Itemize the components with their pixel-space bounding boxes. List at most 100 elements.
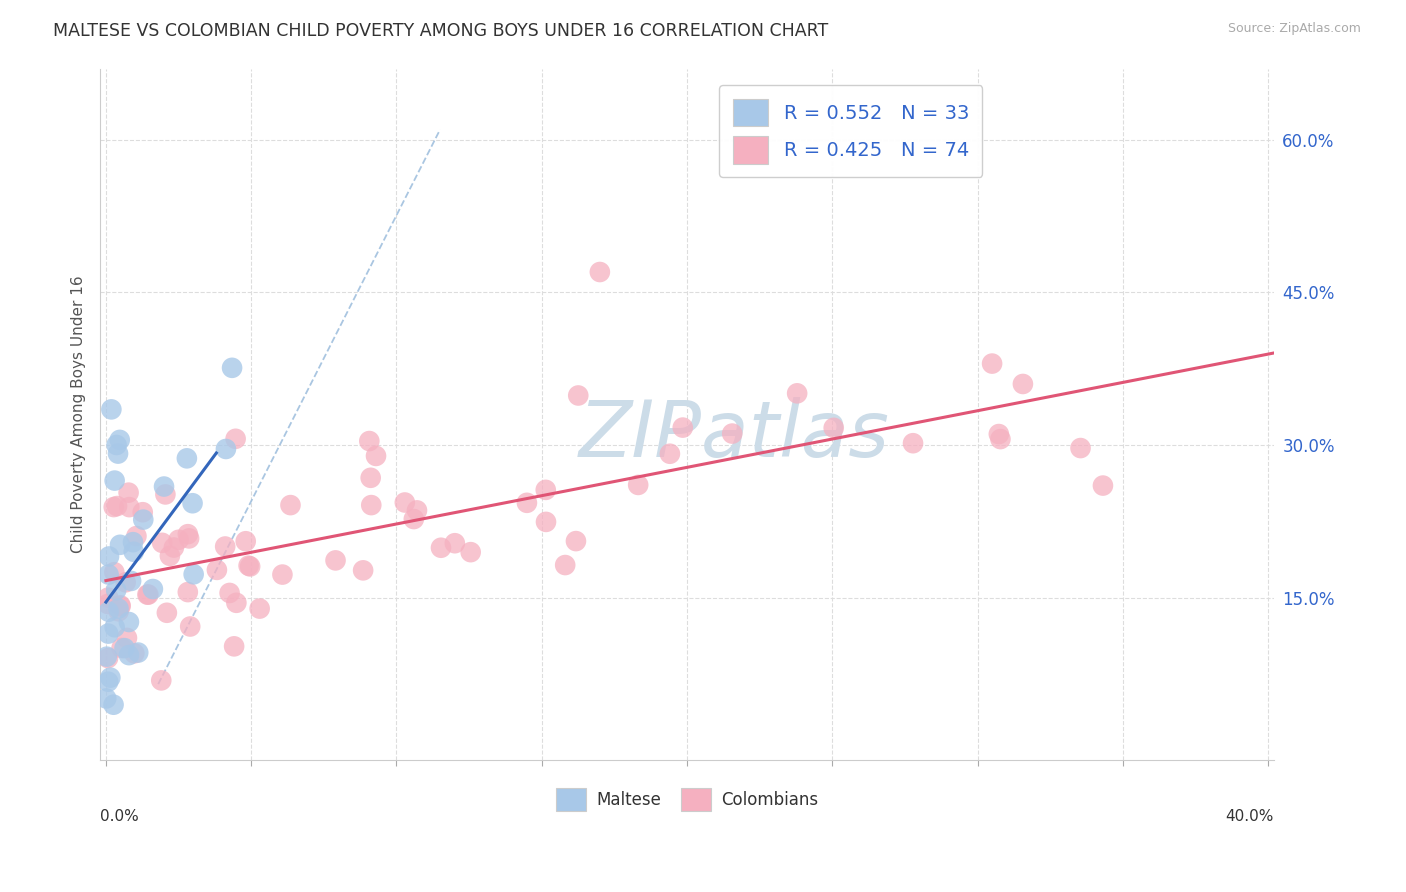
Point <box>167 533 190 547</box>
Point <box>105 499 128 513</box>
Point <box>120 574 142 588</box>
Point <box>97 567 120 582</box>
Point <box>394 495 416 509</box>
Point <box>115 631 138 645</box>
Point <box>107 604 129 618</box>
Point <box>153 479 176 493</box>
Point <box>163 541 186 555</box>
Point <box>364 449 387 463</box>
Point <box>280 498 302 512</box>
Point <box>235 534 257 549</box>
Point <box>352 563 374 577</box>
Point <box>218 586 240 600</box>
Point <box>221 360 243 375</box>
Point <box>136 588 159 602</box>
Point <box>138 588 160 602</box>
Point <box>125 529 148 543</box>
Point <box>104 620 127 634</box>
Point <box>721 426 744 441</box>
Point <box>97 597 120 611</box>
Text: 0.0%: 0.0% <box>100 809 139 824</box>
Point <box>183 567 205 582</box>
Point <box>100 402 122 417</box>
Point <box>105 438 128 452</box>
Point <box>96 649 118 664</box>
Point <box>179 619 201 633</box>
Point <box>177 527 200 541</box>
Point <box>114 641 136 656</box>
Point <box>359 434 381 448</box>
Point <box>627 478 650 492</box>
Point <box>225 432 247 446</box>
Point <box>118 648 141 662</box>
Point <box>110 599 132 614</box>
Point <box>360 471 382 485</box>
Text: Source: ZipAtlas.com: Source: ZipAtlas.com <box>1227 22 1361 36</box>
Point <box>901 436 924 450</box>
Point <box>98 671 121 685</box>
Point <box>444 536 467 550</box>
Point <box>360 498 382 512</box>
Point <box>96 691 118 706</box>
Legend: Maltese, Colombians: Maltese, Colombians <box>546 778 828 822</box>
Point <box>110 599 132 613</box>
Point <box>567 388 589 402</box>
Point <box>132 505 155 519</box>
Point <box>534 483 557 497</box>
Point <box>97 605 120 619</box>
Point <box>132 513 155 527</box>
Point <box>155 487 177 501</box>
Point <box>271 567 294 582</box>
Point <box>176 451 198 466</box>
Point <box>108 433 131 447</box>
Point <box>159 549 181 563</box>
Y-axis label: Child Poverty Among Boys Under 16: Child Poverty Among Boys Under 16 <box>72 276 86 553</box>
Point <box>238 558 260 573</box>
Point <box>117 485 139 500</box>
Point <box>672 420 695 434</box>
Point <box>205 563 228 577</box>
Point <box>823 421 845 435</box>
Point <box>1091 478 1114 492</box>
Point <box>565 534 588 549</box>
Point <box>98 549 121 564</box>
Point <box>516 496 538 510</box>
Point <box>214 540 236 554</box>
Point <box>97 591 120 605</box>
Point <box>181 496 204 510</box>
Point <box>118 615 141 629</box>
Point <box>460 545 482 559</box>
Point <box>249 601 271 615</box>
Point <box>103 565 125 579</box>
Point <box>589 265 612 279</box>
Point <box>118 500 141 515</box>
Point <box>103 500 125 514</box>
Point <box>127 646 149 660</box>
Point <box>97 626 120 640</box>
Point <box>156 606 179 620</box>
Point <box>224 640 246 654</box>
Point <box>124 646 146 660</box>
Point <box>177 532 200 546</box>
Text: MALTESE VS COLOMBIAN CHILD POVERTY AMONG BOYS UNDER 16 CORRELATION CHART: MALTESE VS COLOMBIAN CHILD POVERTY AMONG… <box>53 22 828 40</box>
Point <box>122 535 145 549</box>
Point <box>215 442 238 456</box>
Point <box>658 447 681 461</box>
Point <box>150 536 173 550</box>
Point <box>990 432 1012 446</box>
Point <box>114 575 136 590</box>
Point <box>142 582 165 596</box>
Point <box>534 515 557 529</box>
Point <box>108 538 131 552</box>
Point <box>1012 376 1035 391</box>
Point <box>406 503 429 517</box>
Point <box>786 386 808 401</box>
Point <box>107 601 129 615</box>
Point <box>430 541 453 555</box>
Point <box>239 559 262 574</box>
Point <box>981 357 1004 371</box>
Point <box>97 651 120 665</box>
Text: ZIPatlas: ZIPatlas <box>578 397 890 474</box>
Point <box>554 558 576 572</box>
Point <box>104 474 127 488</box>
